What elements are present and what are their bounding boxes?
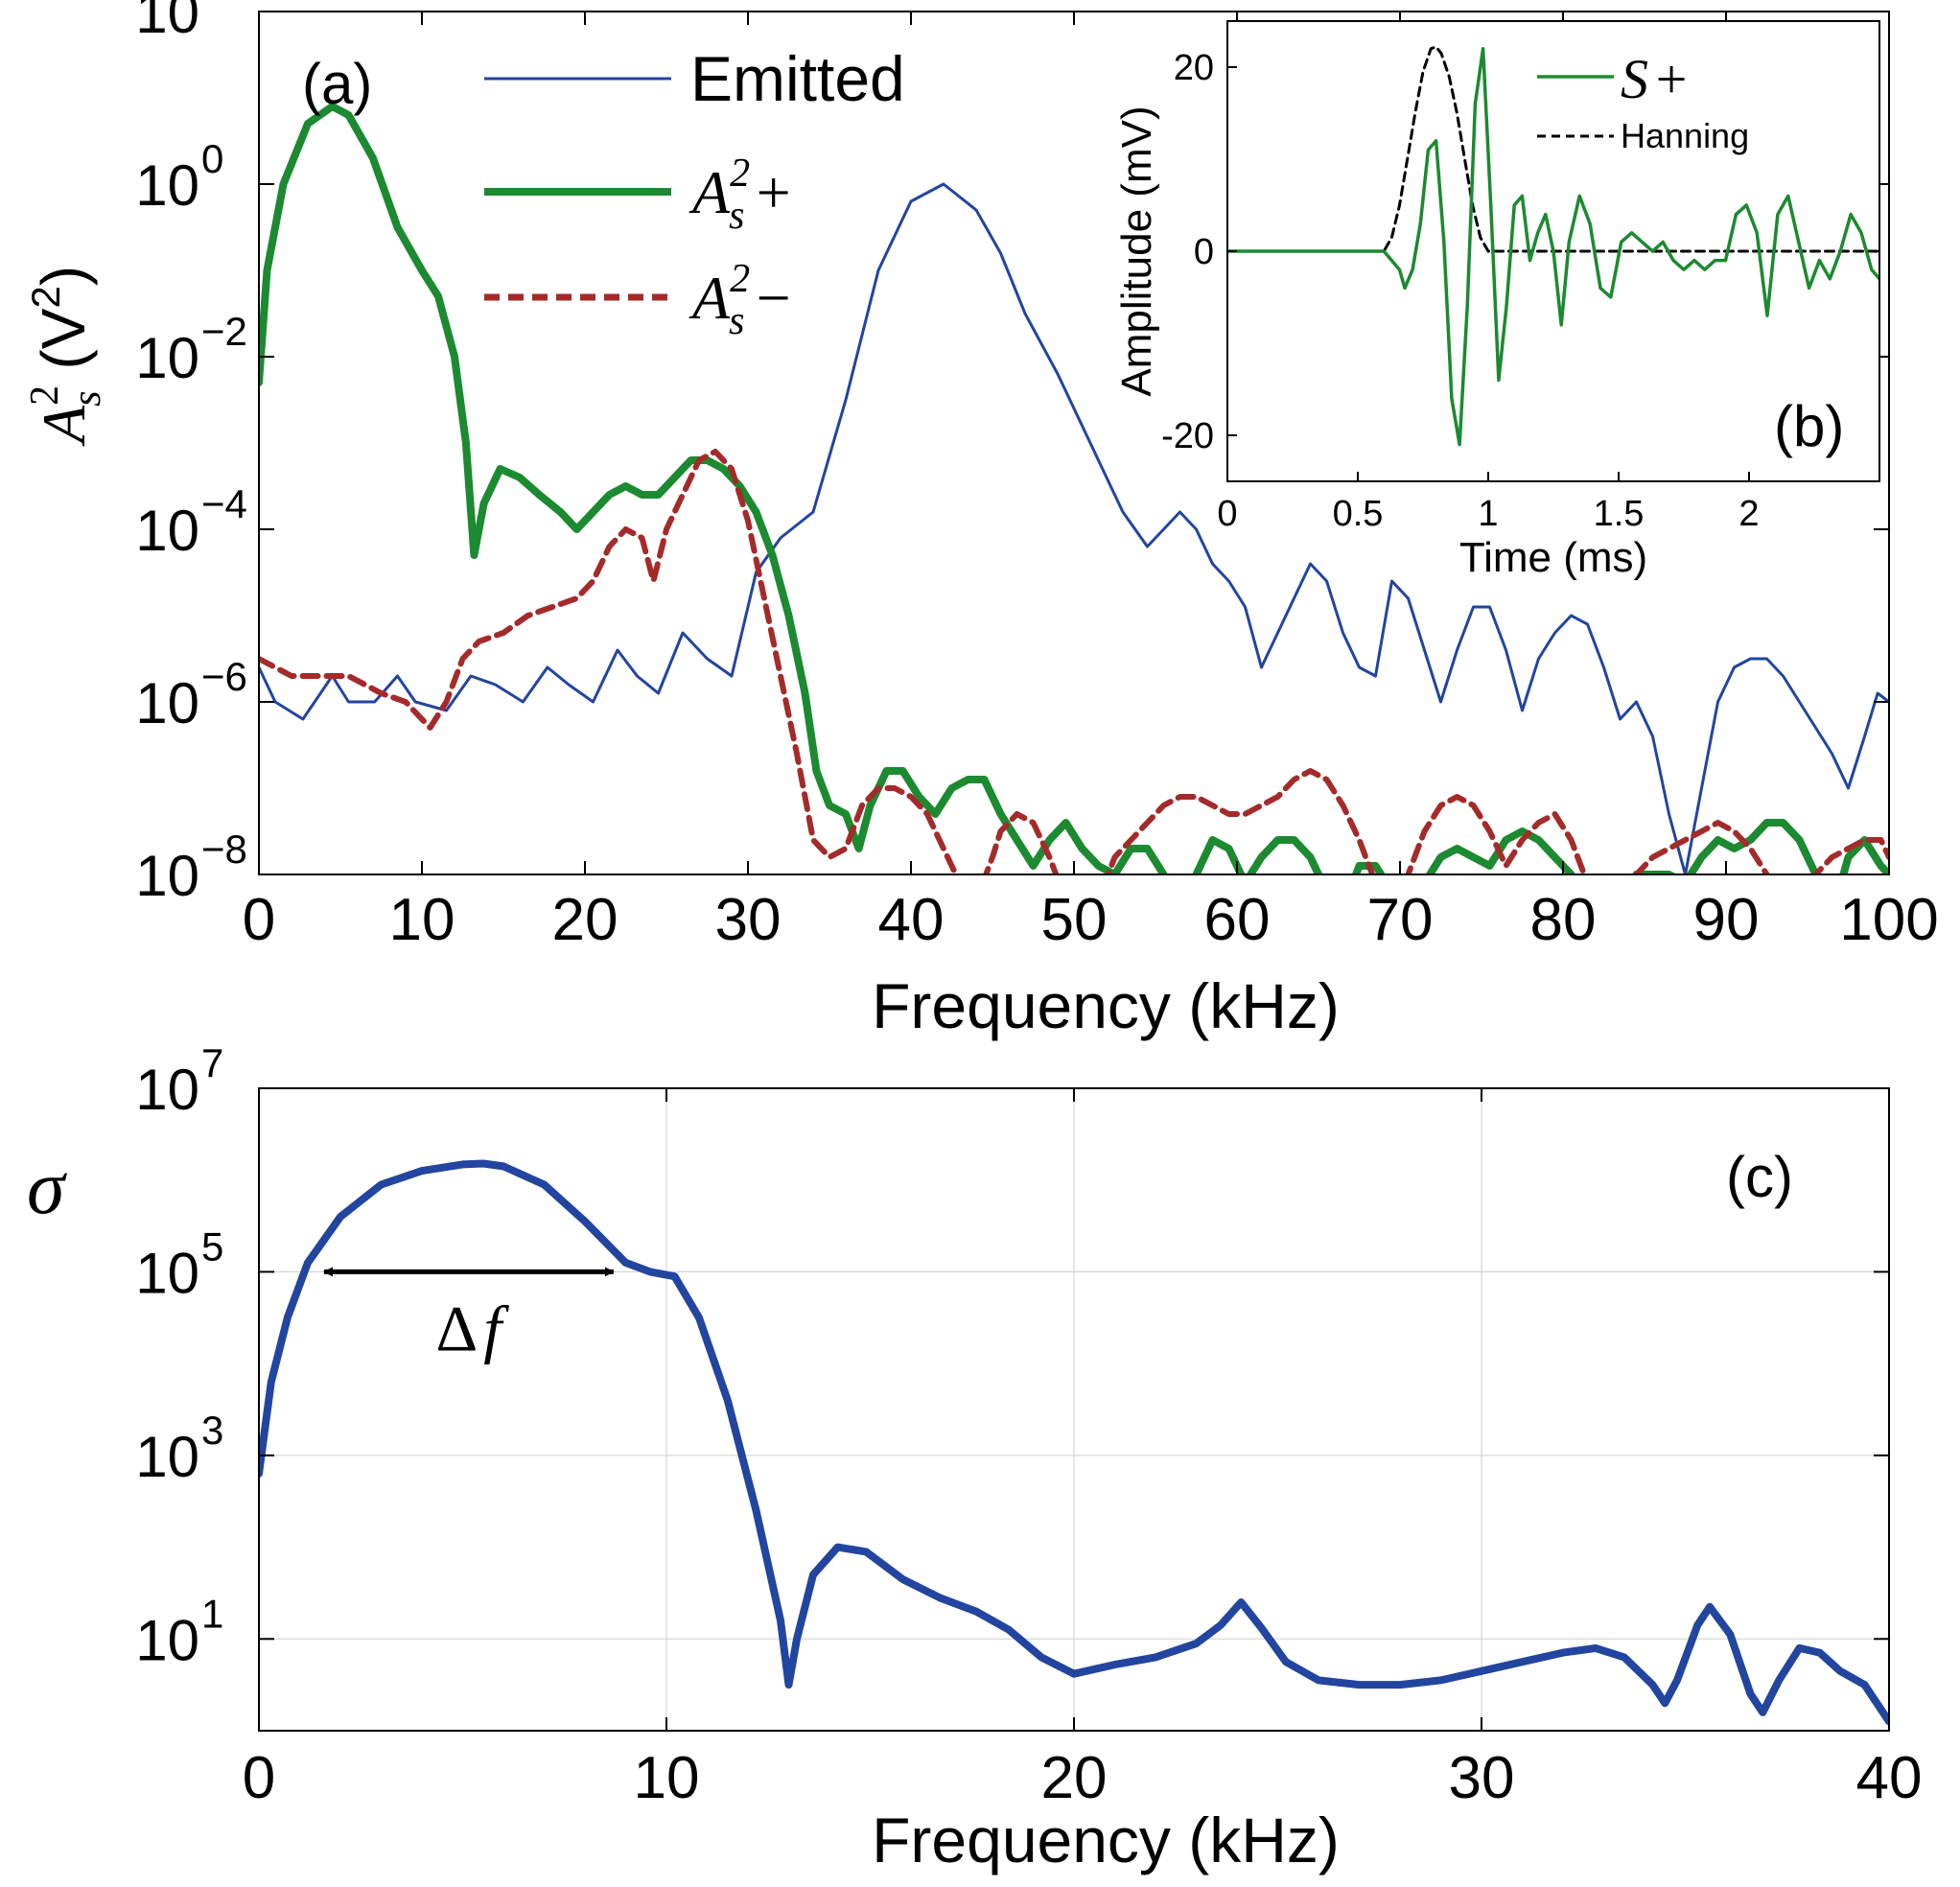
panel-a-x-tick-label: 0 — [243, 887, 275, 953]
panel-c-x-axis-label: Frequency (kHz) — [872, 1805, 1340, 1875]
panel-b-series — [1227, 45, 1879, 447]
panel-c-x-tick-label: 40 — [1856, 1745, 1923, 1811]
panel-c-y-tick-label: 10 — [135, 1058, 199, 1122]
panel-b-x-tick-label: 2 — [1738, 494, 1759, 534]
panel-b-x-axis-label: Time (ms) — [1459, 534, 1647, 581]
legend-as2-minus-label: A2 s − — [688, 257, 794, 343]
panel-a-x-tick-label: 70 — [1367, 887, 1434, 953]
legend-s-plus-label: S+ — [1621, 48, 1690, 110]
series-hanning-line — [1227, 45, 1879, 253]
panel-a-x-tick-label: 40 — [878, 887, 945, 953]
series-as2-plus-line — [259, 103, 1889, 874]
panel-a-x-tick-label: 10 — [389, 887, 455, 953]
panel-c-x-tick-label: 20 — [1041, 1745, 1108, 1811]
panel-c-x-tick-label: 10 — [634, 1745, 700, 1811]
panel-a-y-tick-label: 10 — [135, 671, 199, 735]
panel-c-y-tick-label: 10 — [135, 1608, 199, 1672]
panel-a-series — [259, 103, 1889, 874]
panel-a-y-tick-label: 10 — [135, 844, 199, 908]
panel-a-y-tick-label: 10 — [135, 499, 199, 563]
panel-a-y-axis-label: A2s(V2) — [23, 266, 109, 447]
panel-b-y-tick-label: 0 — [1194, 232, 1214, 272]
panel-a-x-tick-label: 100 — [1839, 887, 1938, 953]
panel-a-x-axis-label: Frequency (kHz) — [872, 970, 1340, 1041]
series-sigma-line — [259, 1159, 1889, 1726]
panel-a-legend: Emitted A2 s + A2 s − — [484, 43, 905, 343]
panel-a-y-tick-label: 10 — [135, 326, 199, 390]
panel-a-y-tick-exponent: −2 — [201, 309, 247, 354]
panel-a-x-tick-label: 20 — [552, 887, 618, 953]
panel-c-x-tick-label: 0 — [243, 1745, 275, 1811]
panel-c-grid — [259, 1088, 1889, 1731]
panel-b-legend: S+ Hanning — [1537, 48, 1749, 155]
panel-a-x-tick-label: 50 — [1041, 887, 1108, 953]
legend-emitted-label: Emitted — [690, 43, 905, 114]
panel-a-y-tick-label: 10 — [135, 0, 199, 45]
panel-a: 10−810−610−410−2100102010203040506070809… — [23, 0, 1939, 1041]
panel-a-y-tick-exponent: 2 — [201, 0, 223, 9]
panel-a-label: (a) — [302, 52, 372, 116]
panel-c-y-tick-exponent: 3 — [201, 1408, 223, 1453]
panel-b-y-tick-label: 20 — [1174, 48, 1214, 88]
panel-a-x-tick-label: 90 — [1693, 887, 1760, 953]
panel-c-label: (c) — [1726, 1145, 1793, 1209]
panel-c-y-tick-label: 10 — [135, 1241, 199, 1305]
panel-c-y-tick-exponent: 1 — [201, 1591, 223, 1636]
delta-f-annotation: Δf — [436, 1292, 510, 1364]
panel-a-y-tick-exponent: −6 — [201, 654, 247, 699]
panel-a-y-tick-label: 10 — [135, 153, 199, 218]
panel-b-y-axis-label: Amplitude (mV) — [1113, 105, 1160, 396]
series-s-plus-line — [1227, 47, 1879, 447]
panel-b-x-tick-label: 1.5 — [1594, 494, 1645, 534]
legend-as2-plus-label: A2 s + — [688, 151, 794, 238]
panel-a-y-tick-exponent: −4 — [201, 481, 247, 526]
panel-a-x-tick-label: 60 — [1204, 887, 1271, 953]
panel-a-y-tick-exponent: −8 — [201, 827, 247, 872]
panel-a-ticks: 10−810−610−410−2100102010203040506070809… — [135, 0, 1938, 953]
panel-c-y-tick-exponent: 5 — [201, 1223, 223, 1269]
panel-c-y-axis-label: σ — [27, 1146, 67, 1230]
legend-hanning-label: Hanning — [1621, 116, 1749, 155]
panel-c-ticks: 10 110 310 510 70 10 20 30 40 — [135, 1040, 1922, 1811]
panel-a-y-tick-exponent: 0 — [201, 136, 223, 181]
panel-b-x-tick-label: 0 — [1217, 494, 1237, 534]
panel-c-x-tick-label: 30 — [1449, 1745, 1515, 1811]
panel-b-x-tick-label: 0.5 — [1333, 494, 1384, 534]
panel-c-series — [259, 1159, 1889, 1726]
panel-c: 10 110 310 510 70 10 20 30 40 (c) σ Δf Frequency… — [27, 1040, 1922, 1875]
panel-b-x-tick-label: 1 — [1478, 494, 1498, 534]
series-as2-minus-line — [259, 449, 1889, 874]
panel-b-label: (b) — [1774, 394, 1844, 458]
panel-a-x-tick-label: 30 — [715, 887, 782, 953]
panel-c-y-tick-label: 10 — [135, 1425, 199, 1489]
series-emitted-line — [259, 182, 1889, 874]
panel-c-y-tick-exponent: 7 — [201, 1040, 223, 1085]
panel-b-y-tick-label: -20 — [1161, 416, 1214, 456]
panel-a-x-tick-label: 80 — [1530, 887, 1597, 953]
